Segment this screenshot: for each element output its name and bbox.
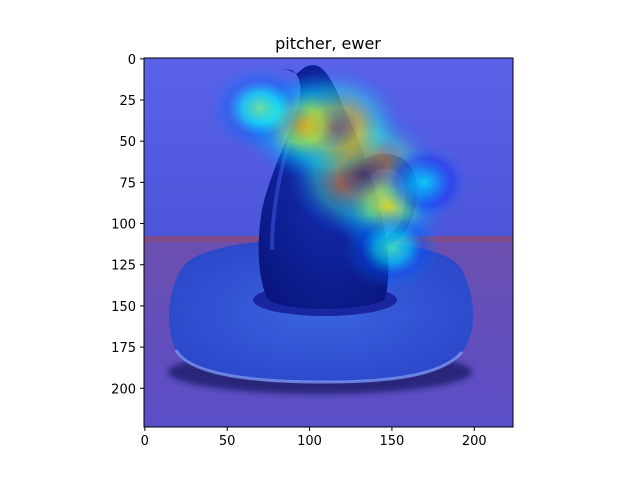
x-tick-label-3: 150 — [380, 434, 405, 449]
y-axis: 0 25 50 75 100 125 150 175 200 — [111, 53, 144, 397]
x-tick-label-1: 50 — [219, 434, 236, 449]
y-tick-label-2: 50 — [119, 135, 136, 150]
y-tick-label-0: 0 — [128, 53, 136, 68]
x-tick-label-0: 0 — [141, 434, 149, 449]
heat-hotspot-6 — [381, 145, 469, 220]
y-tick-label-8: 200 — [111, 382, 136, 397]
x-tick-label-2: 100 — [297, 434, 322, 449]
heatmap-image — [144, 58, 513, 427]
y-tick-label-3: 75 — [119, 176, 136, 191]
x-tick-label-4: 200 — [462, 434, 487, 449]
y-tick-label-1: 25 — [119, 94, 136, 109]
attention-overlay — [209, 64, 469, 290]
y-tick-label-7: 175 — [111, 341, 136, 356]
chart-title: pitcher, ewer — [275, 34, 381, 53]
x-axis: 0 50 100 150 200 — [141, 427, 487, 449]
heat-hotspot-4 — [209, 64, 312, 152]
plot-frame — [143, 57, 514, 428]
y-tick-label-4: 100 — [111, 218, 136, 233]
y-tick-label-6: 150 — [111, 300, 136, 315]
saucer-rim — [174, 349, 464, 384]
heat-hotspot-5 — [343, 206, 441, 290]
y-tick-label-5: 125 — [111, 259, 136, 274]
